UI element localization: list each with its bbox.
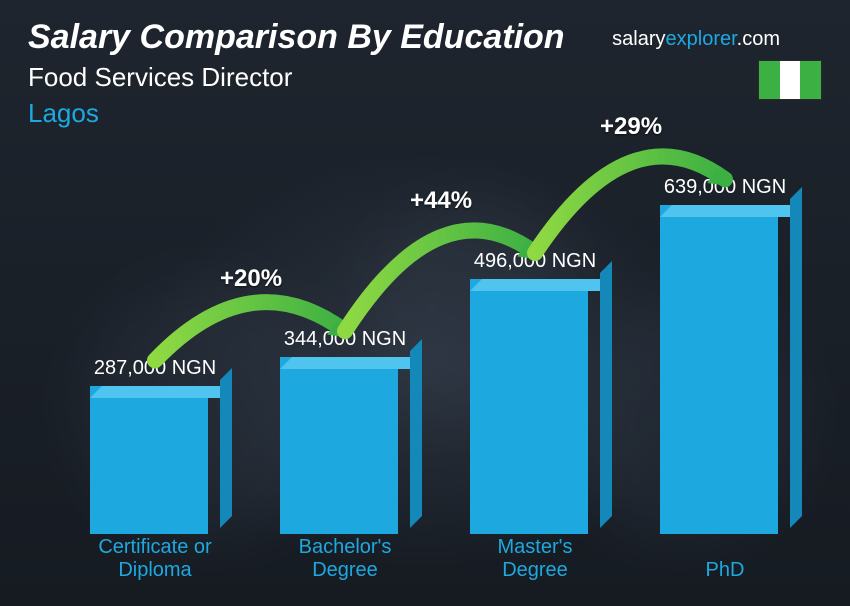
bar-side	[600, 261, 612, 528]
x-axis-label: Certificate orDiploma	[70, 536, 240, 582]
x-axis-label: Bachelor'sDegree	[260, 536, 430, 582]
flag-stripe-left	[759, 61, 780, 99]
page-title: Salary Comparison By Education	[28, 18, 565, 57]
location-label: Lagos	[28, 98, 99, 129]
bar-front	[470, 279, 588, 534]
bar-front	[280, 357, 398, 534]
increase-badge: +20%	[220, 265, 282, 293]
x-axis-label: PhD	[640, 559, 810, 582]
bar-top	[280, 357, 422, 369]
flag-stripe-mid	[780, 61, 801, 99]
bar-top	[90, 386, 232, 398]
increase-badge: +29%	[600, 113, 662, 141]
x-axis-label: Master'sDegree	[450, 536, 620, 582]
bar-value-label: 344,000 NGN	[284, 328, 406, 351]
bar-group: 496,000 NGN	[460, 250, 610, 534]
bar-side	[220, 368, 232, 528]
increase-badge: +44%	[410, 187, 472, 215]
bar-top	[660, 205, 802, 217]
subtitle: Food Services Director	[28, 62, 292, 93]
bar-side	[790, 187, 802, 528]
bar-side	[410, 339, 422, 528]
bar-top	[470, 279, 612, 291]
salary-bar-chart: 287,000 NGN Certificate orDiploma 344,000 …	[50, 140, 790, 582]
bar-front	[90, 386, 208, 534]
bar	[660, 205, 790, 534]
bar	[280, 357, 410, 534]
flag-nigeria	[758, 60, 822, 100]
bar	[90, 386, 220, 534]
brand-suffix: .com	[737, 28, 780, 50]
bar-value-label: 287,000 NGN	[94, 357, 216, 380]
bar-value-label: 639,000 NGN	[664, 176, 786, 199]
brand-accent: explorer	[666, 28, 737, 50]
bar-value-label: 496,000 NGN	[474, 250, 596, 273]
brand-main: salary	[612, 28, 665, 50]
bar	[470, 279, 600, 534]
bar-group: 287,000 NGN	[80, 357, 230, 534]
brand-logo: salaryexplorer.com	[612, 28, 780, 51]
bar-front	[660, 205, 778, 534]
flag-stripe-right	[800, 61, 821, 99]
bar-group: 344,000 NGN	[270, 328, 420, 534]
bar-group: 639,000 NGN	[650, 176, 800, 534]
